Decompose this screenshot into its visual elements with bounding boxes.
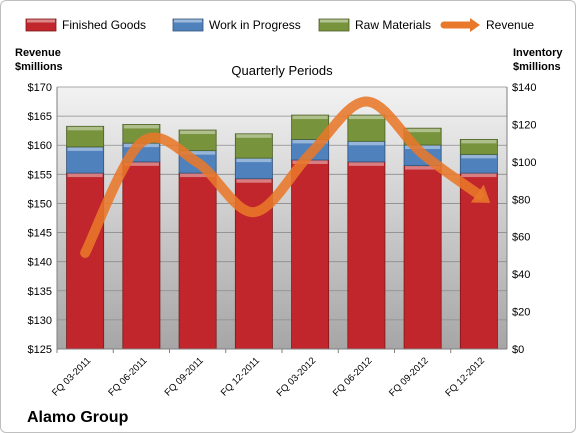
legend-label-revenue: Revenue (486, 18, 534, 32)
bar-raw-materials (234, 133, 273, 159)
x-tick-label: FQ 09-2012 (387, 355, 431, 399)
bar-finished-goods (66, 172, 105, 350)
left-tick-label: $155 (28, 169, 52, 181)
bar-highlight (180, 130, 216, 135)
chart-subtitle: Quarterly Periods (231, 63, 333, 78)
legend-label-work-in-progress: Work in Progress (209, 18, 301, 32)
left-tick-label: $150 (28, 198, 52, 210)
company-name: Alamo Group (27, 409, 129, 426)
legend-label-raw-materials: Raw Materials (355, 18, 431, 32)
bar-highlight (292, 160, 328, 164)
bar-highlight (67, 173, 103, 178)
left-tick-label: $125 (28, 344, 52, 356)
bar-finished-goods (347, 161, 386, 350)
right-tick-label: $100 (512, 157, 536, 169)
x-tick-label: FQ 12-2012 (443, 355, 487, 399)
legend-swatch-highlight (320, 19, 348, 23)
left-tick-label: $135 (28, 286, 52, 298)
right-axis-title-line2: $millions (513, 61, 561, 73)
bar-highlight (123, 162, 159, 166)
x-tick-label: FQ 06-2011 (106, 355, 149, 398)
x-tick-label: FQ 03-2011 (50, 355, 93, 398)
bar-work-in-progress (66, 146, 105, 174)
bar-highlight (67, 126, 103, 131)
revenue-line (80, 96, 484, 258)
legend-swatch-highlight (174, 19, 202, 23)
bar-raw-materials (347, 114, 386, 142)
bar-highlight (405, 166, 441, 170)
right-axis-title-line1: Inventory (513, 47, 563, 59)
left-axis-title-line2: $millions (15, 61, 63, 73)
right-tick-label: $140 (512, 82, 536, 94)
bar-highlight (461, 154, 497, 159)
right-tick-label: $80 (512, 194, 530, 206)
bar-finished-goods (178, 172, 217, 350)
x-tick-label: FQ 09-2011 (163, 355, 206, 398)
left-tick-label: $130 (28, 315, 52, 327)
x-tick-label: FQ 06-2012 (331, 355, 375, 399)
bar-finished-goods (122, 161, 161, 350)
legend-label-finished-goods: Finished Goods (62, 18, 146, 32)
bar-highlight (405, 128, 441, 133)
right-tick-label: $40 (512, 269, 530, 281)
legend-swatch-highlight (27, 19, 55, 23)
left-tick-label: $165 (28, 111, 52, 123)
bar-finished-goods (403, 165, 442, 350)
x-tick-label: FQ 12-2011 (219, 355, 262, 398)
bar-highlight (67, 147, 103, 151)
bar-raw-materials (178, 129, 217, 152)
bar-finished-goods (291, 159, 330, 350)
bar-highlight (461, 139, 497, 144)
bar-highlight (180, 151, 216, 155)
bar-highlight (180, 173, 216, 178)
legend-arrow (470, 18, 480, 32)
right-tick-label: $20 (512, 307, 530, 319)
right-tick-label: $120 (512, 119, 536, 131)
left-tick-label: $140 (28, 257, 52, 269)
bar-highlight (236, 134, 272, 138)
left-tick-label: $170 (28, 82, 52, 94)
right-tick-label: $60 (512, 232, 530, 244)
bar-highlight (236, 158, 272, 163)
left-tick-label: $160 (28, 140, 52, 152)
bar-highlight (236, 179, 272, 183)
bar-highlight (348, 141, 384, 146)
bar-highlight (292, 115, 328, 120)
left-axis-title-line1: Revenue (15, 47, 61, 59)
bar-highlight (461, 173, 497, 178)
bar-highlight (348, 115, 384, 120)
x-tick-label: FQ 03-2012 (275, 355, 319, 399)
bar-highlight (292, 139, 328, 144)
right-tick-label: $0 (512, 344, 524, 356)
left-tick-label: $145 (28, 228, 52, 240)
bar-raw-materials (66, 125, 105, 148)
bar-highlight (348, 162, 384, 166)
revenue-arrowhead (470, 184, 491, 203)
bar-highlight (123, 124, 159, 129)
